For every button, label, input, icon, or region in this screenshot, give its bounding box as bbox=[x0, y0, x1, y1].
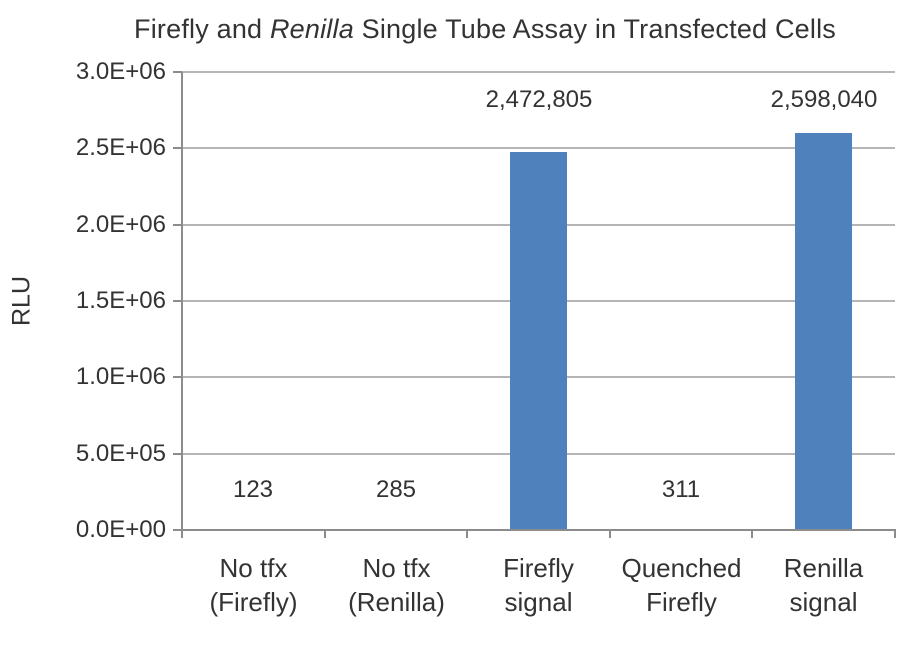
y-tick-label: 0.0E+00 bbox=[75, 516, 166, 543]
y-tick-mark bbox=[173, 223, 182, 226]
y-tick-mark bbox=[173, 147, 182, 150]
y-tick-mark bbox=[173, 71, 182, 73]
bar-value-label: 123 bbox=[232, 476, 274, 503]
y-tick-label: 1.0E+06 bbox=[75, 363, 166, 391]
x-category-label: Quenched Firefly bbox=[621, 553, 742, 617]
bar-value-label: 2,598,040 bbox=[770, 86, 878, 113]
y-tick-label: 5.0E+05 bbox=[75, 439, 166, 467]
y-tick-label: 1.5E+06 bbox=[75, 287, 166, 314]
bar-value-label: 285 bbox=[375, 476, 417, 503]
chart-title-part-2: Single Tube Assay in Transfected Cells bbox=[353, 14, 836, 44]
y-tick-label: 2.0E+06 bbox=[75, 210, 166, 238]
gridline bbox=[182, 71, 895, 73]
y-tick-label: 2.5E+06 bbox=[75, 134, 166, 162]
chart-title-part-1: Firefly and bbox=[134, 14, 270, 44]
y-tick-mark bbox=[173, 452, 182, 455]
y-tick-mark bbox=[173, 376, 182, 379]
x-category-label: No tfx (Firefly) bbox=[209, 553, 298, 617]
chart-title-italic-word: Renilla bbox=[269, 14, 354, 44]
bar-value-label: 2,472,805 bbox=[485, 86, 593, 113]
x-tick-mark bbox=[894, 530, 896, 538]
y-tick-mark bbox=[173, 529, 182, 531]
chart-title: Firefly and Renilla Single Tube Assay in… bbox=[60, 12, 910, 46]
y-tick-label: 3.0E+06 bbox=[75, 58, 166, 85]
x-tick-mark bbox=[608, 530, 611, 538]
x-axis-line bbox=[181, 529, 896, 531]
x-category-label: Renilla signal bbox=[783, 553, 864, 617]
x-tick-mark bbox=[323, 530, 326, 538]
x-category-label: No tfx (Renilla) bbox=[348, 553, 445, 617]
x-tick-mark bbox=[466, 530, 469, 538]
x-category-label: Firefly signal bbox=[503, 553, 574, 617]
x-tick-mark bbox=[751, 530, 754, 538]
bar bbox=[510, 152, 567, 530]
x-tick-mark bbox=[181, 530, 183, 538]
bar bbox=[795, 133, 852, 530]
y-axis-line bbox=[181, 72, 183, 531]
y-tick-mark bbox=[173, 300, 182, 302]
bar-value-label: 311 bbox=[661, 476, 701, 503]
gridline bbox=[182, 147, 895, 150]
